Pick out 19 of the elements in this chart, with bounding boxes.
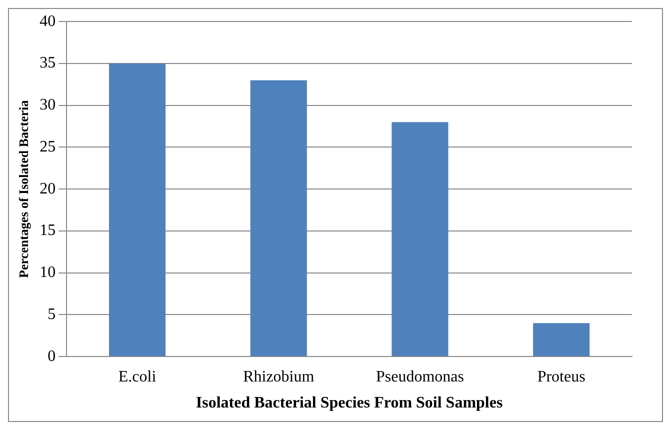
x-tick-label: Pseudomonas bbox=[376, 368, 464, 386]
bar bbox=[533, 323, 590, 356]
y-tick-label: 15 bbox=[40, 222, 56, 240]
bar bbox=[392, 122, 448, 356]
y-tick-label: 25 bbox=[40, 138, 56, 156]
bar bbox=[109, 63, 166, 356]
x-tick-label: Rhizobium bbox=[243, 368, 315, 386]
x-tick-label: Proteus bbox=[537, 368, 586, 386]
bar bbox=[250, 80, 307, 356]
y-tick-label: 40 bbox=[40, 12, 56, 30]
y-axis-title: Percentages of Isolated Bacteria bbox=[16, 100, 32, 278]
y-tick-label: 0 bbox=[48, 348, 56, 365]
x-tick-label: E.coli bbox=[118, 368, 157, 386]
y-tick-label: 30 bbox=[40, 96, 56, 114]
y-tick-label: 10 bbox=[40, 264, 56, 282]
y-tick-label: 5 bbox=[48, 306, 56, 323]
y-tick-label: 35 bbox=[40, 54, 56, 72]
x-axis-title: Isolated Bacterial Species From Soil Samples bbox=[196, 394, 503, 412]
y-tick-label: 20 bbox=[40, 180, 56, 198]
